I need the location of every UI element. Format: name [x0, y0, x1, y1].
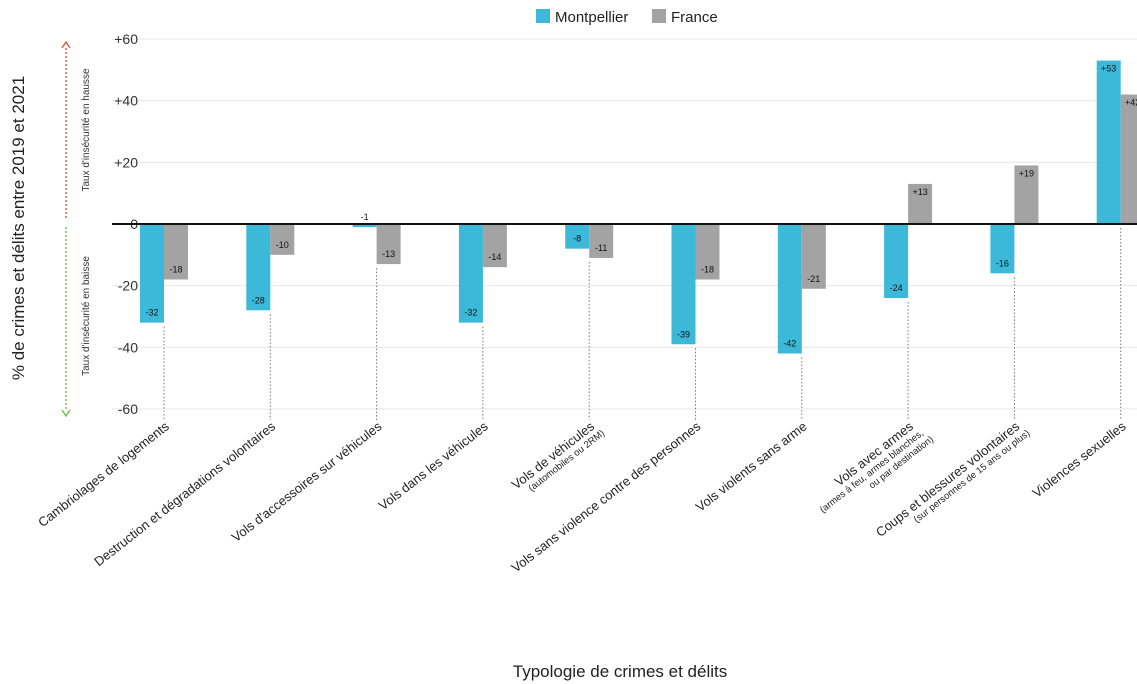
bar-value-label: -32	[464, 308, 477, 318]
trend-indicator: Taux d'insécurité en hausse Taux d'inséc…	[61, 40, 92, 418]
category-label-text: Vols de véhicules	[509, 418, 598, 492]
bar-france	[270, 224, 295, 255]
bar-value-label: -42	[783, 339, 796, 349]
legend-label-france: France	[671, 9, 718, 26]
bar-france	[1014, 165, 1039, 224]
bar-value-label: -14	[488, 252, 501, 262]
bar-value-label: +42	[1125, 98, 1137, 108]
bar-value-label: -8	[573, 234, 581, 244]
category-label: Vols de véhicules(automobiles ou 2RM)	[509, 418, 607, 494]
bar-france	[482, 224, 507, 268]
category-label: Violences sexuelles	[1030, 418, 1129, 500]
bar-montpellier	[990, 224, 1015, 274]
trend-arrow-down-head	[61, 409, 71, 418]
grid	[112, 38, 1137, 410]
bar-value-label: +53	[1101, 64, 1116, 74]
category-label: Vols dans les véhicules	[376, 418, 492, 513]
bar-value-label: -10	[276, 240, 289, 250]
bars: -32 -18 -28 -10 -1 -13 -32 -14 -8 -11 -39 -18 -42 -21…	[140, 60, 1137, 354]
bar-france	[164, 224, 188, 280]
y-tick-label: +20	[114, 154, 138, 170]
y-tick-label: -60	[118, 401, 138, 417]
bar-value-label: -13	[382, 249, 395, 259]
bar-value-label: -18	[169, 265, 182, 275]
legend: Montpellier France	[536, 9, 718, 26]
category-label: Vols violents sans arme	[693, 419, 810, 515]
trend-arrow-up-head	[61, 40, 71, 49]
bar-montpellier	[1096, 60, 1121, 225]
y-axis-title: % de crimes et délits entre 2019 et 2021	[9, 76, 28, 380]
bar-montpellier	[352, 224, 377, 228]
bar-value-label: -32	[145, 308, 158, 318]
bar-value-label: +19	[1019, 168, 1034, 178]
x-axis-title: Typologie de crimes et délits	[513, 662, 728, 681]
bar-value-label: -16	[996, 258, 1009, 268]
category-label-text: Vols violents sans arme	[693, 419, 810, 515]
category-label-text: Vols dans les véhicules	[376, 418, 492, 513]
bar-montpellier	[884, 224, 909, 298]
y-tick-label: -20	[118, 278, 138, 294]
y-tick-label: +40	[114, 93, 138, 109]
category-guides	[163, 228, 1122, 420]
bar-montpellier	[565, 224, 590, 249]
bar-france	[589, 224, 614, 258]
category-label: Vols sans violence contre des personnes	[508, 418, 703, 575]
bar-value-label: -21	[807, 274, 820, 284]
bar-france	[695, 224, 720, 280]
bar-montpellier	[246, 224, 271, 311]
y-tick-label: +60	[114, 31, 138, 47]
bar-value-label: -28	[252, 295, 265, 305]
bar-value-label: -24	[890, 283, 903, 293]
bar-value-label: -1	[361, 212, 369, 222]
trend-down-label: Taux d'insécurité en baisse	[81, 256, 92, 376]
category-label: Destruction et dégradations volontaires	[91, 418, 278, 569]
bar-value-label: +13	[912, 187, 927, 197]
category-label-text: Vols sans violence contre des personnes	[508, 418, 703, 575]
bar-france	[801, 224, 826, 289]
bar-value-label: -11	[595, 243, 607, 253]
category-label-text: Destruction et dégradations volontaires	[91, 418, 278, 569]
bar-montpellier	[671, 224, 696, 345]
legend-swatch-montpellier	[536, 9, 550, 23]
y-axis-ticks: +60+40+200-20-40-60	[114, 31, 138, 417]
bar-value-label: -39	[677, 329, 690, 339]
bar-france	[376, 224, 401, 265]
category-label-text: Violences sexuelles	[1030, 418, 1129, 500]
bar-france	[1120, 94, 1137, 224]
bar-montpellier	[777, 224, 802, 354]
legend-label-montpellier: Montpellier	[555, 9, 628, 26]
legend-swatch-france	[652, 9, 666, 23]
trend-up-label: Taux d'insécurité en hausse	[81, 68, 92, 192]
bar-france	[908, 183, 933, 224]
bar-montpellier	[140, 224, 164, 323]
y-tick-label: -40	[118, 339, 138, 355]
bar-value-label: -18	[701, 265, 714, 275]
bar-montpellier	[458, 224, 483, 323]
